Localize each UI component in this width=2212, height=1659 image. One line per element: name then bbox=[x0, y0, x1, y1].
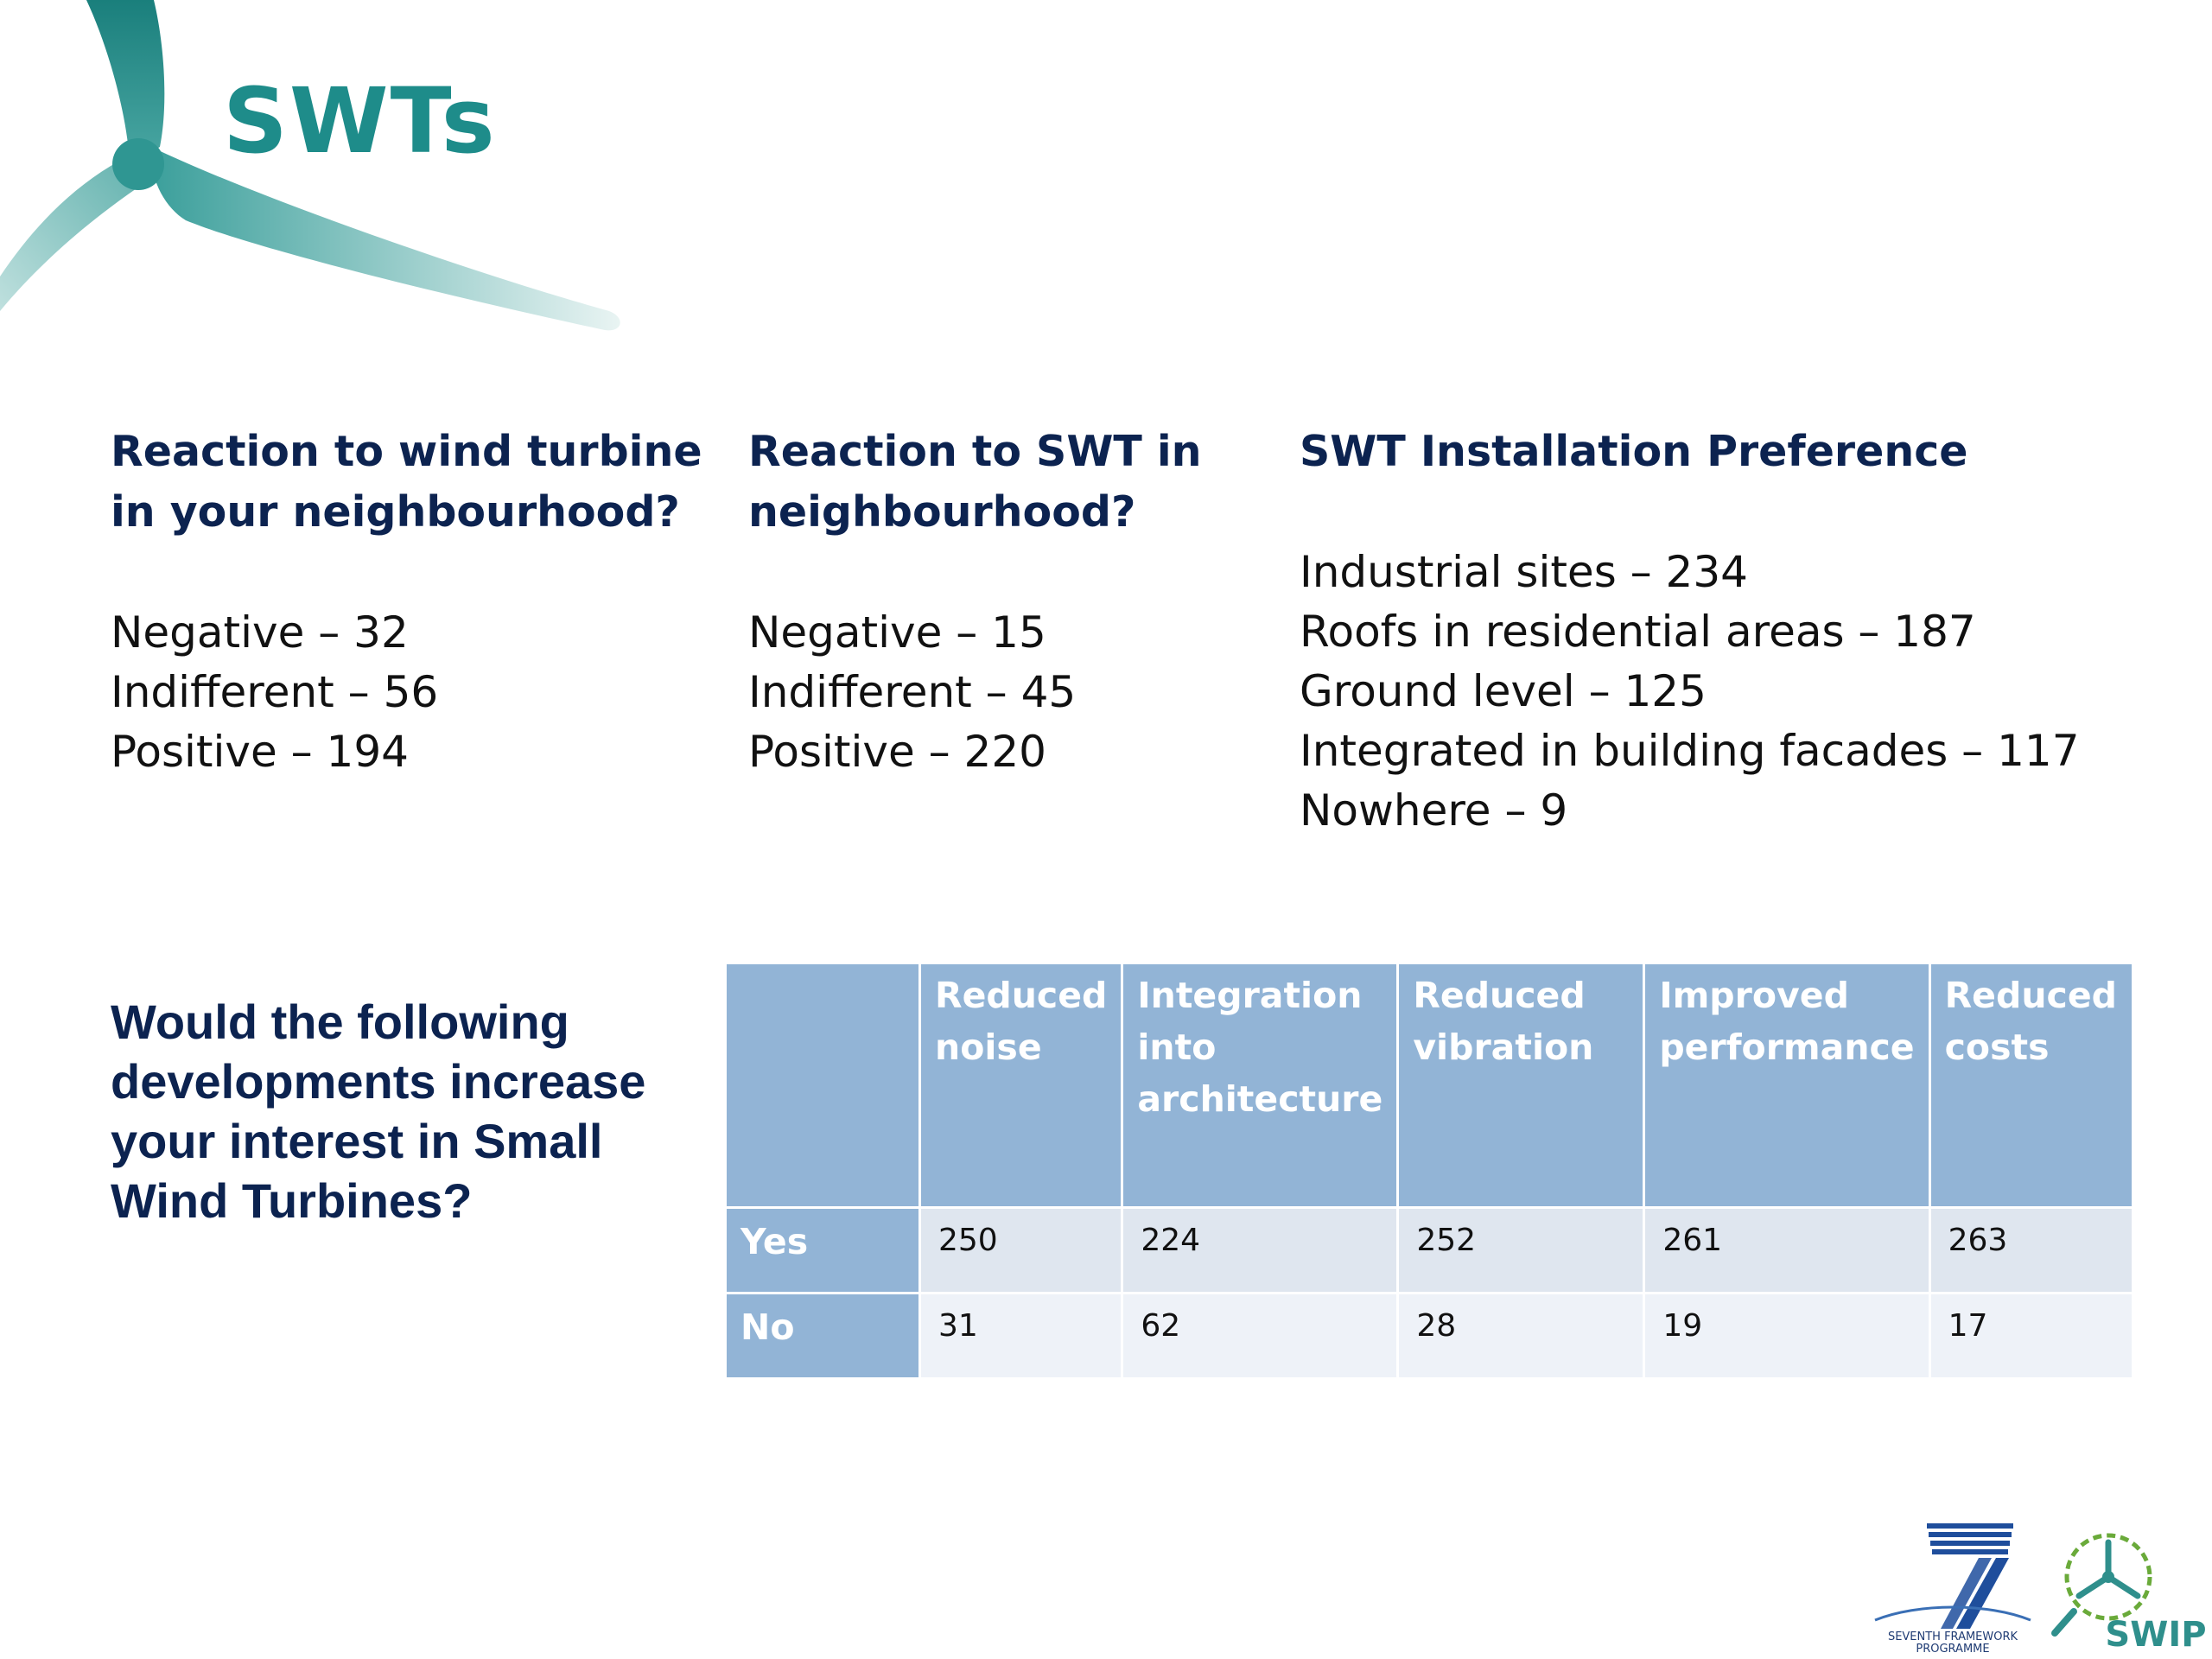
list-item: Indifferent – 56 bbox=[111, 667, 439, 717]
table-header-cell: Improved performance bbox=[1643, 962, 1931, 1209]
table-header-cell: Reduced vibration bbox=[1396, 962, 1646, 1209]
installation-preference-column: SWT Installation Preference Industrial s… bbox=[1300, 422, 2164, 841]
fp7-logo-text: SEVENTH FRAMEWORK bbox=[1888, 1630, 2018, 1643]
list-item: Nowhere – 9 bbox=[1300, 785, 1568, 836]
preference-list: Industrial sites – 234 Roofs in resident… bbox=[1300, 543, 2164, 841]
table-cell: 252 bbox=[1396, 1206, 1646, 1294]
reaction-list: Negative – 15 Indifferent – 45 Positive … bbox=[748, 603, 1284, 782]
table-cell: 28 bbox=[1396, 1292, 1646, 1380]
column-heading: SWT Installation Preference bbox=[1300, 427, 1968, 476]
row-label: No bbox=[724, 1292, 921, 1380]
table-header-cell bbox=[724, 962, 921, 1209]
table-row: No 31 62 28 19 17 bbox=[724, 1292, 2134, 1380]
table-cell: 62 bbox=[1121, 1292, 1400, 1380]
table-cell: 261 bbox=[1643, 1206, 1931, 1294]
table-cell: 224 bbox=[1121, 1206, 1400, 1294]
developments-table: Reduced noise Integration into architect… bbox=[724, 962, 2134, 1380]
table-header-cell: Reduced costs bbox=[1928, 962, 2134, 1209]
table-cell: 19 bbox=[1643, 1292, 1931, 1380]
table-cell: 31 bbox=[918, 1292, 1124, 1380]
list-item: Positive – 194 bbox=[111, 727, 409, 777]
list-item: Indifferent – 45 bbox=[748, 667, 1077, 717]
table-cell: 17 bbox=[1928, 1292, 2134, 1380]
table-cell: 263 bbox=[1928, 1206, 2134, 1294]
slide-title: SWTs bbox=[223, 68, 497, 174]
column-heading: Reaction to wind turbine in your neighbo… bbox=[111, 427, 702, 537]
list-item: Industrial sites – 234 bbox=[1300, 547, 1748, 597]
table-cell: 250 bbox=[918, 1206, 1124, 1294]
table-header-cell: Integration into architecture bbox=[1121, 962, 1400, 1209]
swip-logo-text: SWIP bbox=[2105, 1615, 2206, 1655]
swt-reaction-column: Reaction to SWT in neighbourhood? Negati… bbox=[748, 422, 1284, 782]
reaction-list: Negative – 32 Indifferent – 56 Positive … bbox=[111, 603, 715, 782]
row-label: Yes bbox=[724, 1206, 921, 1294]
swip-logo: SWIP bbox=[2051, 1533, 2207, 1655]
list-item: Negative – 15 bbox=[748, 607, 1046, 658]
list-item: Positive – 220 bbox=[748, 727, 1046, 777]
table-header-row: Reduced noise Integration into architect… bbox=[724, 962, 2134, 1209]
table-row: Yes 250 224 252 261 263 bbox=[724, 1206, 2134, 1294]
column-heading: Reaction to SWT in neighbourhood? bbox=[748, 427, 1202, 537]
list-item: Integrated in building facades – 117 bbox=[1300, 726, 2080, 776]
table-header-cell: Reduced noise bbox=[918, 962, 1124, 1209]
list-item: Negative – 32 bbox=[111, 607, 409, 658]
list-item: Ground level – 125 bbox=[1300, 666, 1707, 716]
list-item: Roofs in residential areas – 187 bbox=[1300, 607, 1976, 657]
neighbourhood-reaction-column: Reaction to wind turbine in your neighbo… bbox=[111, 422, 715, 782]
fp7-logo: SEVENTH FRAMEWORK PROGRAMME bbox=[1874, 1523, 2031, 1655]
survey-question: Would the following developments increas… bbox=[111, 995, 646, 1228]
wind-turbine-icon bbox=[0, 0, 620, 331]
fp7-logo-text: PROGRAMME bbox=[1916, 1643, 1989, 1655]
